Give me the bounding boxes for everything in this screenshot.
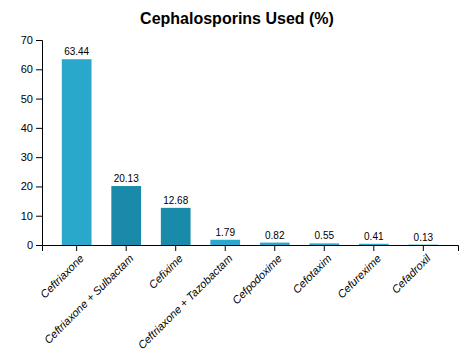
chart-svg: Cephalosporins Used (%) 0 10 20 30 40 50 60 70 Ce… [0, 0, 474, 353]
data-label: 63.44 [64, 46, 89, 57]
tick-mark [274, 245, 275, 251]
bar [408, 244, 438, 245]
tick-mark [36, 40, 42, 41]
tick-mark [373, 245, 374, 251]
data-label: 1.79 [216, 227, 236, 238]
x-tick: Cefixime [146, 245, 185, 291]
tick-mark [36, 216, 42, 217]
y-tick: 70 [21, 34, 42, 46]
data-label: 12.68 [163, 195, 188, 206]
tick-mark [423, 245, 424, 251]
tick-label: 70 [21, 34, 33, 46]
bar [111, 186, 141, 245]
tick-mark [225, 245, 226, 251]
data-label: 0.41 [364, 231, 384, 242]
data-label: 20.13 [114, 173, 139, 184]
plot-area: 010203040506070CeftriaxoneCeftriaxone + … [21, 34, 459, 351]
tick-mark [36, 245, 42, 246]
tick-label: Ceftriaxone + Tazobactam [135, 252, 234, 351]
tick-label: Cefixime [146, 252, 185, 291]
tick-label: Cefadroxil [389, 252, 433, 296]
tick-label: 10 [21, 210, 33, 222]
data-label: 0.55 [315, 230, 335, 241]
data-labels: 63.44 20.13 12.68 1.79 0.82 0.55 0.41 0.13 [64, 46, 433, 242]
tick-mark [36, 186, 42, 187]
tick-label: 0 [27, 239, 33, 251]
x-axis: CeftriaxoneCeftriaxone + Sulbactam Cefixi… [38, 245, 459, 351]
chart-title: Cephalosporins Used (%) [140, 10, 334, 27]
tick-label: 40 [21, 122, 33, 134]
y-axis: 0 10 20 30 40 50 60 70 [21, 34, 43, 251]
tick-mark [36, 99, 42, 100]
tick-label: 30 [21, 151, 33, 163]
x-tick: Cefadroxil [389, 245, 433, 296]
tick-label: Ceftriaxone + Sulbactam [42, 252, 136, 346]
axis-line [36, 41, 43, 246]
tick-label: Cefotaxim [290, 252, 334, 296]
tick-label: 50 [21, 93, 33, 105]
tick-mark [36, 157, 42, 158]
chart-container: Cephalosporins Used (%) 0 10 20 30 40 50 60 70 Ce… [0, 0, 474, 353]
y-tick: 10 [21, 210, 42, 222]
tick-label: 20 [21, 180, 33, 192]
tick-label: Ceftriaxone [38, 252, 86, 300]
x-tick: Ceftriaxone + Tazobactam [135, 245, 234, 351]
tick-label: Cefpodoxime [230, 252, 284, 306]
y-tick: 40 [21, 122, 42, 134]
tick-mark [76, 245, 77, 251]
tick-mark [324, 245, 325, 251]
y-tick: 20 [21, 180, 42, 192]
data-label: 0.13 [414, 232, 434, 243]
y-tick: 30 [21, 151, 42, 163]
bar [161, 208, 191, 245]
x-tick: Ceftriaxone [38, 245, 86, 300]
tick-label: Cefurexime [335, 252, 383, 300]
bar [260, 243, 290, 245]
bar [62, 59, 92, 245]
x-tick: Ceftriaxone + Sulbactam [42, 245, 136, 346]
bar [210, 240, 240, 245]
x-tick: Cefotaxim [290, 245, 334, 296]
y-tick: 60 [21, 63, 42, 75]
tick-label: 60 [21, 63, 33, 75]
tick-mark [175, 245, 176, 251]
tick-mark [36, 69, 42, 70]
data-label: 0.82 [265, 230, 285, 241]
y-tick: 0 [27, 239, 42, 251]
bars [62, 59, 438, 245]
x-tick: Cefurexime [335, 245, 383, 300]
y-tick: 50 [21, 93, 42, 105]
bar [359, 244, 389, 245]
tick-mark [36, 128, 42, 129]
bar [309, 243, 339, 245]
tick-mark [126, 245, 127, 251]
x-tick: Cefpodoxime [230, 245, 284, 306]
axis-line [43, 246, 459, 252]
